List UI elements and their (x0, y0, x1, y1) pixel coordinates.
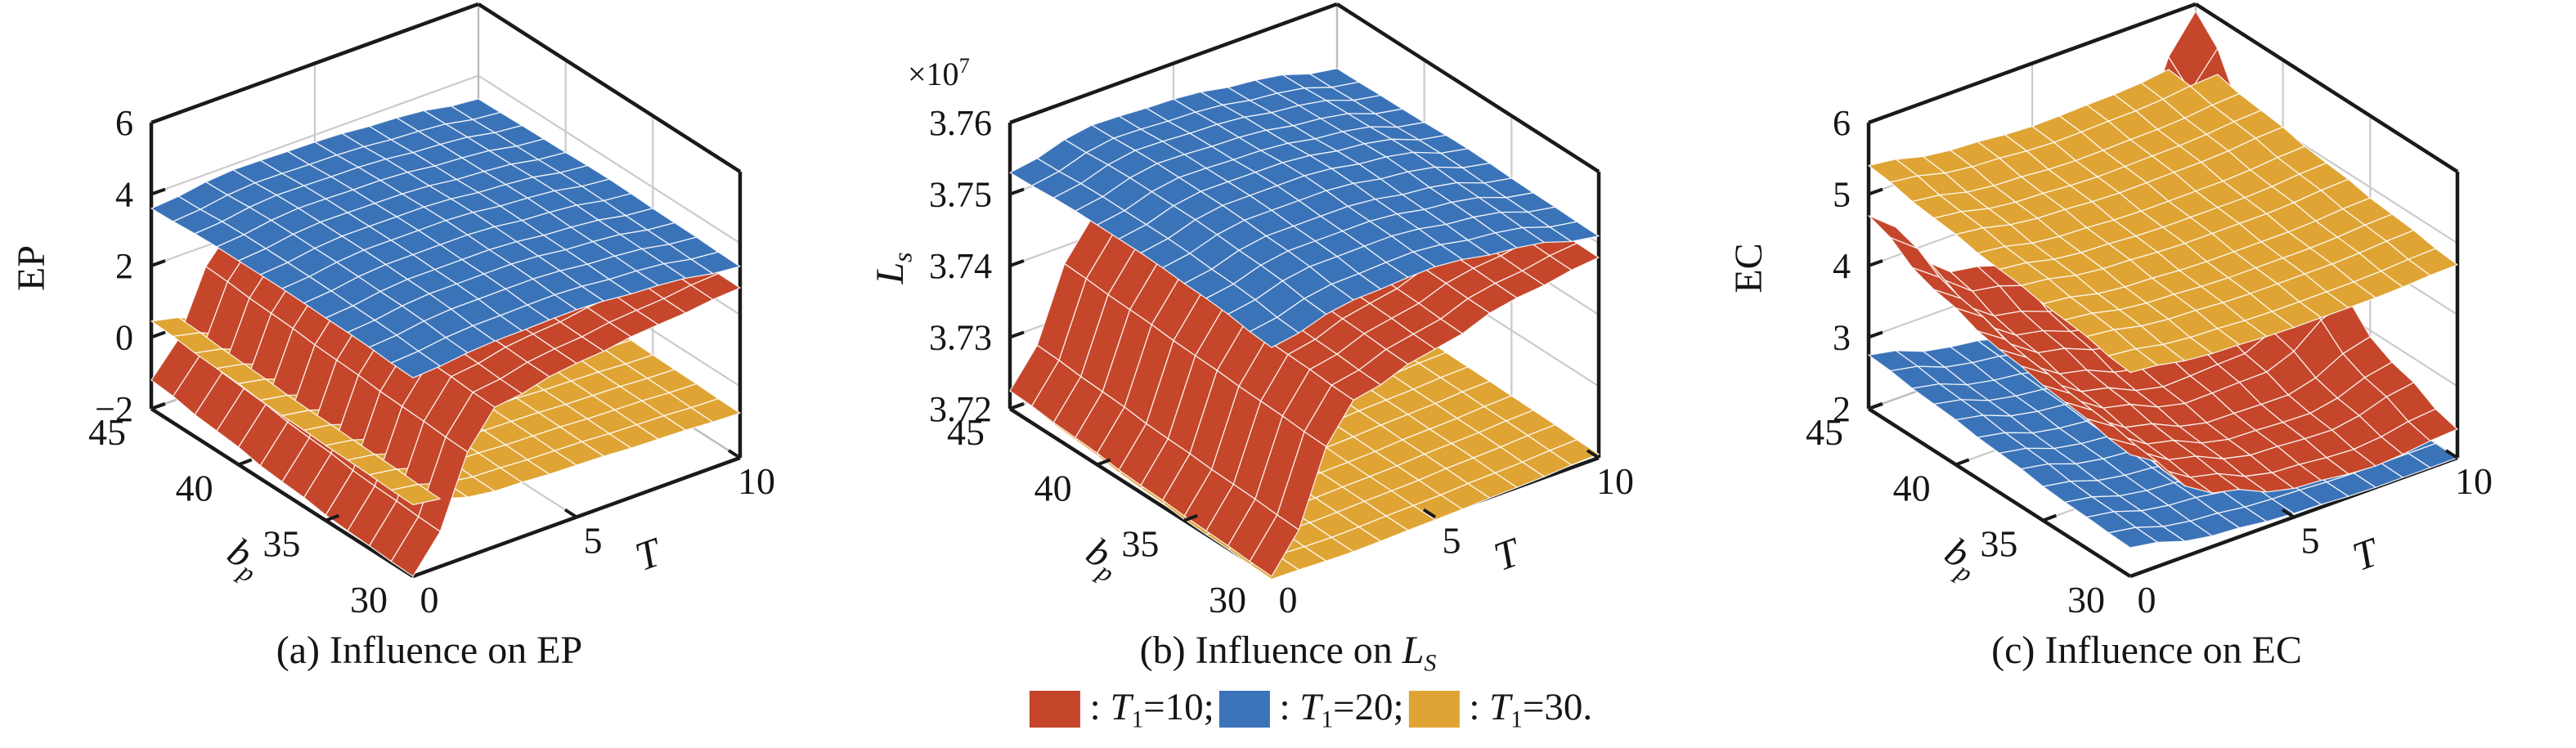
text-part: T (1489, 686, 1511, 728)
text-part: 1 (1131, 706, 1144, 733)
text-part: T (1299, 686, 1322, 728)
svg-text:0: 0 (115, 318, 133, 358)
svg-text:0: 0 (420, 579, 439, 620)
legend-label: : T1=20; (1269, 685, 1404, 733)
svg-text:T: T (1488, 528, 1528, 580)
legend-label: : T1=30. (1459, 685, 1593, 733)
svg-text:2: 2 (1833, 389, 1851, 429)
svg-text:5: 5 (584, 520, 603, 562)
svg-text:0: 0 (1279, 579, 1298, 620)
text-part: 1 (1321, 706, 1333, 733)
svg-text:45: 45 (88, 411, 126, 453)
svg-text:×107: ×107 (908, 53, 970, 92)
legend-swatch (1029, 691, 1080, 728)
svg-text:EP: EP (10, 245, 53, 291)
svg-text:3.73: 3.73 (929, 318, 992, 358)
text-part: =10; (1143, 686, 1214, 728)
svg-text:3: 3 (1833, 318, 1851, 358)
legend-item-1: : T1=20; (1214, 685, 1404, 733)
text-part: T (1110, 686, 1132, 728)
svg-text:45: 45 (947, 411, 985, 453)
svg-text:35: 35 (1121, 523, 1159, 565)
svg-text:3.72: 3.72 (929, 389, 992, 429)
svg-text:40: 40 (176, 467, 213, 508)
text-part: 1 (1510, 706, 1523, 733)
svg-text:3.74: 3.74 (929, 246, 992, 286)
panel-b: 3.72 3.73 3.74 3.75 3.76 30 35 40 45 0 5 10 bp T Ls ×10… (859, 0, 1717, 748)
svg-text:30: 30 (2067, 579, 2105, 620)
svg-text:EC: EC (1727, 243, 1770, 293)
text-part: : (1459, 686, 1490, 728)
svg-text:−2: −2 (95, 389, 133, 429)
legend-item-0: : T1=10; (1025, 685, 1214, 733)
text-part: (c) Influence on EC (1991, 629, 2302, 672)
svg-text:4: 4 (115, 175, 133, 215)
text-part: S (1424, 649, 1437, 677)
svg-text:40: 40 (1893, 467, 1931, 508)
panel-a: −2 0 2 4 6 30 35 40 45 0 5 10 bp T EP (a) Influence on… (0, 0, 859, 748)
svg-text:10: 10 (738, 460, 775, 502)
svg-text:35: 35 (1980, 523, 2017, 565)
svg-text:3.76: 3.76 (929, 103, 992, 143)
text-part: =20; (1333, 686, 1404, 728)
legend-item-2: : T1=30. (1404, 685, 1593, 733)
svg-text:6: 6 (115, 103, 133, 143)
svg-text:30: 30 (350, 579, 388, 620)
svg-text:35: 35 (263, 523, 300, 565)
svg-text:T: T (2347, 528, 2386, 580)
text-part: (a) Influence on EP (276, 629, 583, 672)
caption-b: (b) Influence on LS (859, 628, 1717, 678)
legend-label: : T1=10; (1080, 685, 1214, 733)
svg-text:4: 4 (1833, 246, 1851, 286)
text-part: =30. (1522, 686, 1593, 728)
text-part: : (1269, 686, 1300, 728)
text-part: (b) Influence on (1139, 629, 1402, 672)
legend-swatch (1408, 691, 1460, 728)
svg-text:5: 5 (1443, 520, 1461, 562)
legend-swatch (1218, 691, 1270, 728)
svg-text:5: 5 (2301, 520, 2320, 562)
text-part: : (1079, 686, 1111, 728)
legend: : T1=10; : T1=20; : T1=30. (1025, 685, 1592, 733)
svg-text:45: 45 (1806, 411, 1843, 453)
svg-text:6: 6 (1833, 103, 1851, 143)
panel-c: 2 3 4 5 6 30 35 40 45 0 5 10 bp T EC (c) Influence on … (1717, 0, 2576, 748)
caption-c: (c) Influence on EC (1717, 628, 2576, 673)
svg-text:3.75: 3.75 (929, 175, 992, 215)
svg-text:10: 10 (2455, 460, 2493, 502)
svg-text:T: T (630, 528, 669, 580)
svg-text:5: 5 (1833, 175, 1851, 215)
text-part: L (1402, 629, 1425, 672)
svg-text:0: 0 (2138, 579, 2156, 620)
caption-a: (a) Influence on EP (0, 628, 859, 673)
svg-text:40: 40 (1034, 467, 1072, 508)
svg-text:10: 10 (1596, 460, 1634, 502)
svg-text:Ls: Ls (868, 252, 918, 284)
svg-text:30: 30 (1209, 579, 1246, 620)
svg-text:2: 2 (115, 246, 133, 286)
